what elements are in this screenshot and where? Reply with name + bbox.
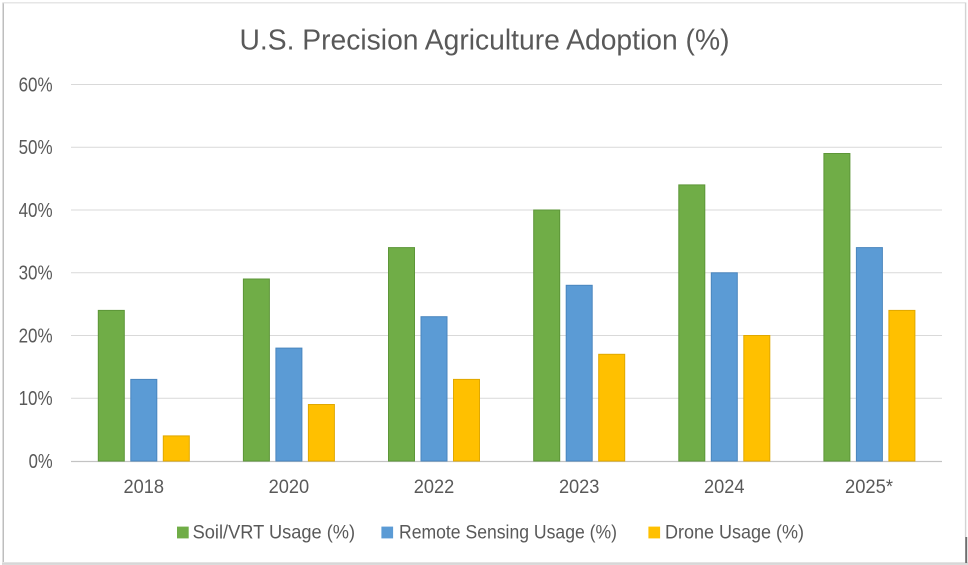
- svg-text:2022: 2022: [414, 476, 455, 498]
- svg-text:40%: 40%: [19, 200, 53, 222]
- svg-text:10%: 10%: [19, 388, 53, 410]
- svg-text:U.S. Precision Agriculture Ado: U.S. Precision Agriculture Adoption (%): [240, 25, 730, 57]
- svg-text:60%: 60%: [19, 74, 53, 96]
- svg-text:2024: 2024: [704, 476, 745, 498]
- svg-text:Remote Sensing Usage (%): Remote Sensing Usage (%): [399, 522, 617, 544]
- svg-text:2023: 2023: [559, 476, 600, 498]
- svg-text:50%: 50%: [19, 137, 53, 159]
- svg-text:30%: 30%: [19, 263, 53, 285]
- svg-text:Soil/VRT Usage (%): Soil/VRT Usage (%): [193, 522, 356, 544]
- svg-text:20%: 20%: [19, 325, 53, 347]
- svg-text:2018: 2018: [124, 476, 165, 498]
- svg-text:2025*: 2025*: [845, 476, 893, 498]
- svg-text:0%: 0%: [29, 451, 53, 473]
- svg-text:2020: 2020: [269, 476, 310, 498]
- svg-text:Drone Usage (%): Drone Usage (%): [665, 522, 804, 544]
